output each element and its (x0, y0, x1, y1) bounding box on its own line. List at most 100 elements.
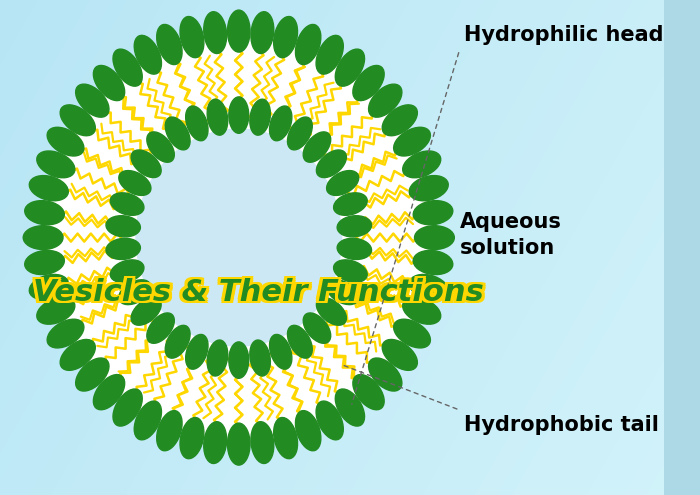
Ellipse shape (37, 297, 75, 324)
Ellipse shape (270, 335, 292, 369)
Ellipse shape (393, 127, 430, 156)
Ellipse shape (147, 132, 174, 162)
Ellipse shape (316, 35, 343, 74)
Ellipse shape (295, 24, 321, 65)
Ellipse shape (410, 176, 448, 201)
Ellipse shape (134, 35, 162, 74)
Ellipse shape (251, 422, 274, 463)
Ellipse shape (204, 422, 227, 463)
Ellipse shape (47, 127, 84, 156)
Ellipse shape (60, 105, 95, 136)
Ellipse shape (316, 297, 346, 325)
Text: Aqueous
solution: Aqueous solution (459, 212, 561, 258)
Ellipse shape (228, 10, 250, 52)
Circle shape (43, 31, 435, 444)
Ellipse shape (229, 97, 248, 133)
Ellipse shape (207, 99, 228, 135)
Ellipse shape (165, 325, 190, 358)
Ellipse shape (157, 24, 182, 65)
Ellipse shape (288, 325, 312, 358)
Text: Vesicles & Their Functions: Vesicles & Their Functions (33, 278, 484, 307)
Ellipse shape (413, 200, 453, 225)
Ellipse shape (410, 274, 448, 299)
Ellipse shape (207, 340, 228, 376)
Ellipse shape (93, 375, 125, 410)
Ellipse shape (229, 342, 248, 378)
Ellipse shape (316, 401, 343, 440)
Ellipse shape (335, 49, 365, 86)
Ellipse shape (402, 151, 441, 178)
Text: Vesicles & Their Functions: Vesicles & Their Functions (30, 276, 481, 304)
Ellipse shape (134, 401, 162, 440)
Ellipse shape (250, 340, 270, 376)
Ellipse shape (250, 99, 270, 135)
Ellipse shape (93, 65, 125, 100)
Ellipse shape (414, 226, 454, 249)
Ellipse shape (413, 250, 453, 275)
Ellipse shape (165, 117, 190, 150)
Ellipse shape (228, 423, 250, 465)
Ellipse shape (353, 375, 384, 410)
Ellipse shape (131, 297, 161, 325)
Ellipse shape (111, 193, 144, 215)
Text: Vesicles & Their Functions: Vesicles & Their Functions (36, 280, 487, 309)
Ellipse shape (119, 171, 151, 196)
Ellipse shape (23, 226, 63, 249)
Ellipse shape (327, 171, 358, 196)
Ellipse shape (327, 280, 358, 304)
Ellipse shape (288, 117, 312, 150)
Text: Vesicles & Their Functions: Vesicles & Their Functions (36, 276, 487, 304)
Ellipse shape (369, 358, 402, 391)
Ellipse shape (180, 16, 204, 58)
Ellipse shape (337, 238, 372, 259)
Ellipse shape (76, 84, 109, 117)
Ellipse shape (37, 151, 75, 178)
Ellipse shape (106, 216, 141, 237)
Ellipse shape (274, 417, 298, 459)
Text: Hydrophobic tail: Hydrophobic tail (464, 415, 659, 435)
Ellipse shape (334, 193, 368, 215)
Text: Hydrophilic head: Hydrophilic head (464, 25, 664, 45)
Ellipse shape (131, 150, 161, 178)
Ellipse shape (353, 65, 384, 100)
Text: Vesicles & Their Functions: Vesicles & Their Functions (36, 278, 487, 307)
Ellipse shape (295, 410, 321, 451)
Ellipse shape (113, 49, 142, 86)
Ellipse shape (316, 150, 346, 178)
Ellipse shape (382, 105, 417, 136)
Circle shape (136, 129, 342, 346)
Ellipse shape (382, 340, 417, 370)
Ellipse shape (25, 200, 64, 225)
Ellipse shape (204, 12, 227, 53)
Text: Vesicles & Their Functions: Vesicles & Their Functions (33, 280, 484, 309)
Ellipse shape (186, 106, 208, 141)
Ellipse shape (157, 410, 182, 451)
Ellipse shape (274, 16, 298, 58)
Ellipse shape (119, 280, 151, 304)
Ellipse shape (369, 84, 402, 117)
Ellipse shape (393, 319, 430, 348)
Ellipse shape (303, 132, 330, 162)
Ellipse shape (303, 313, 330, 344)
Ellipse shape (147, 313, 174, 344)
Ellipse shape (76, 358, 109, 391)
Ellipse shape (402, 297, 441, 324)
Ellipse shape (111, 260, 144, 282)
Ellipse shape (335, 389, 365, 426)
Ellipse shape (29, 176, 69, 201)
Ellipse shape (47, 319, 84, 348)
Ellipse shape (113, 389, 142, 426)
Ellipse shape (106, 238, 141, 259)
Ellipse shape (186, 335, 208, 369)
Ellipse shape (251, 12, 274, 53)
Ellipse shape (270, 106, 292, 141)
Ellipse shape (29, 274, 69, 299)
Text: Vesicles & Their Functions: Vesicles & Their Functions (33, 276, 484, 304)
Ellipse shape (25, 250, 64, 275)
Ellipse shape (337, 216, 372, 237)
Text: Vesicles & Their Functions: Vesicles & Their Functions (30, 278, 481, 307)
Ellipse shape (334, 260, 368, 282)
Ellipse shape (60, 340, 95, 370)
Text: Vesicles & Their Functions: Vesicles & Their Functions (30, 280, 481, 309)
Ellipse shape (180, 417, 204, 459)
